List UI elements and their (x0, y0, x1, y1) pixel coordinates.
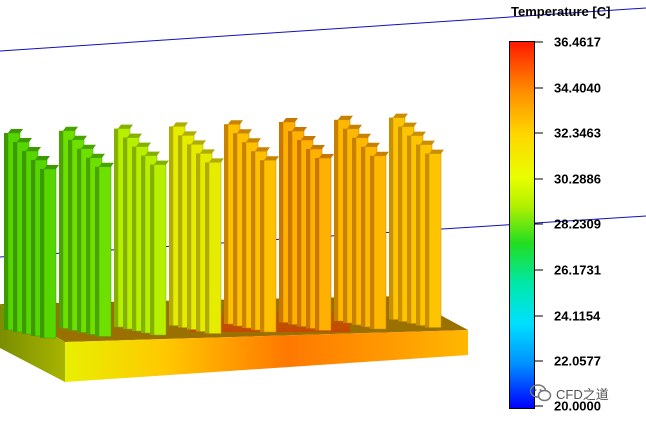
heatsink-fin (150, 160, 169, 336)
tick-label: 28.2309 (554, 216, 601, 232)
heatsink-fins (4, 113, 444, 339)
heatsink-fin (260, 156, 279, 333)
heatsink-fin (40, 165, 59, 339)
heatsink-fin (205, 158, 224, 334)
heatsink-fin (315, 154, 334, 331)
reference-line (0, 7, 646, 52)
tick-label: 32.3463 (554, 125, 601, 141)
heatsink-fin (95, 162, 114, 337)
temperature-colorbar (509, 41, 535, 409)
wechat-icon (530, 384, 552, 402)
heatsink-fin (425, 149, 444, 328)
heatsink-fin (370, 151, 389, 330)
watermark-text: CFD之道 (556, 386, 609, 402)
tick-label: 26.1731 (554, 262, 601, 278)
legend-title: Temperature [C] (511, 4, 611, 19)
watermark: CFD之道 (530, 383, 609, 403)
tick-label: 20.0000 (554, 398, 601, 414)
tick-label: 24.1154 (554, 308, 601, 324)
tick-label: 30.2886 (554, 171, 601, 187)
tick-label: 34.4040 (554, 80, 601, 96)
tick-label: 36.4617 (554, 34, 601, 50)
tick-label: 22.0577 (554, 353, 601, 369)
